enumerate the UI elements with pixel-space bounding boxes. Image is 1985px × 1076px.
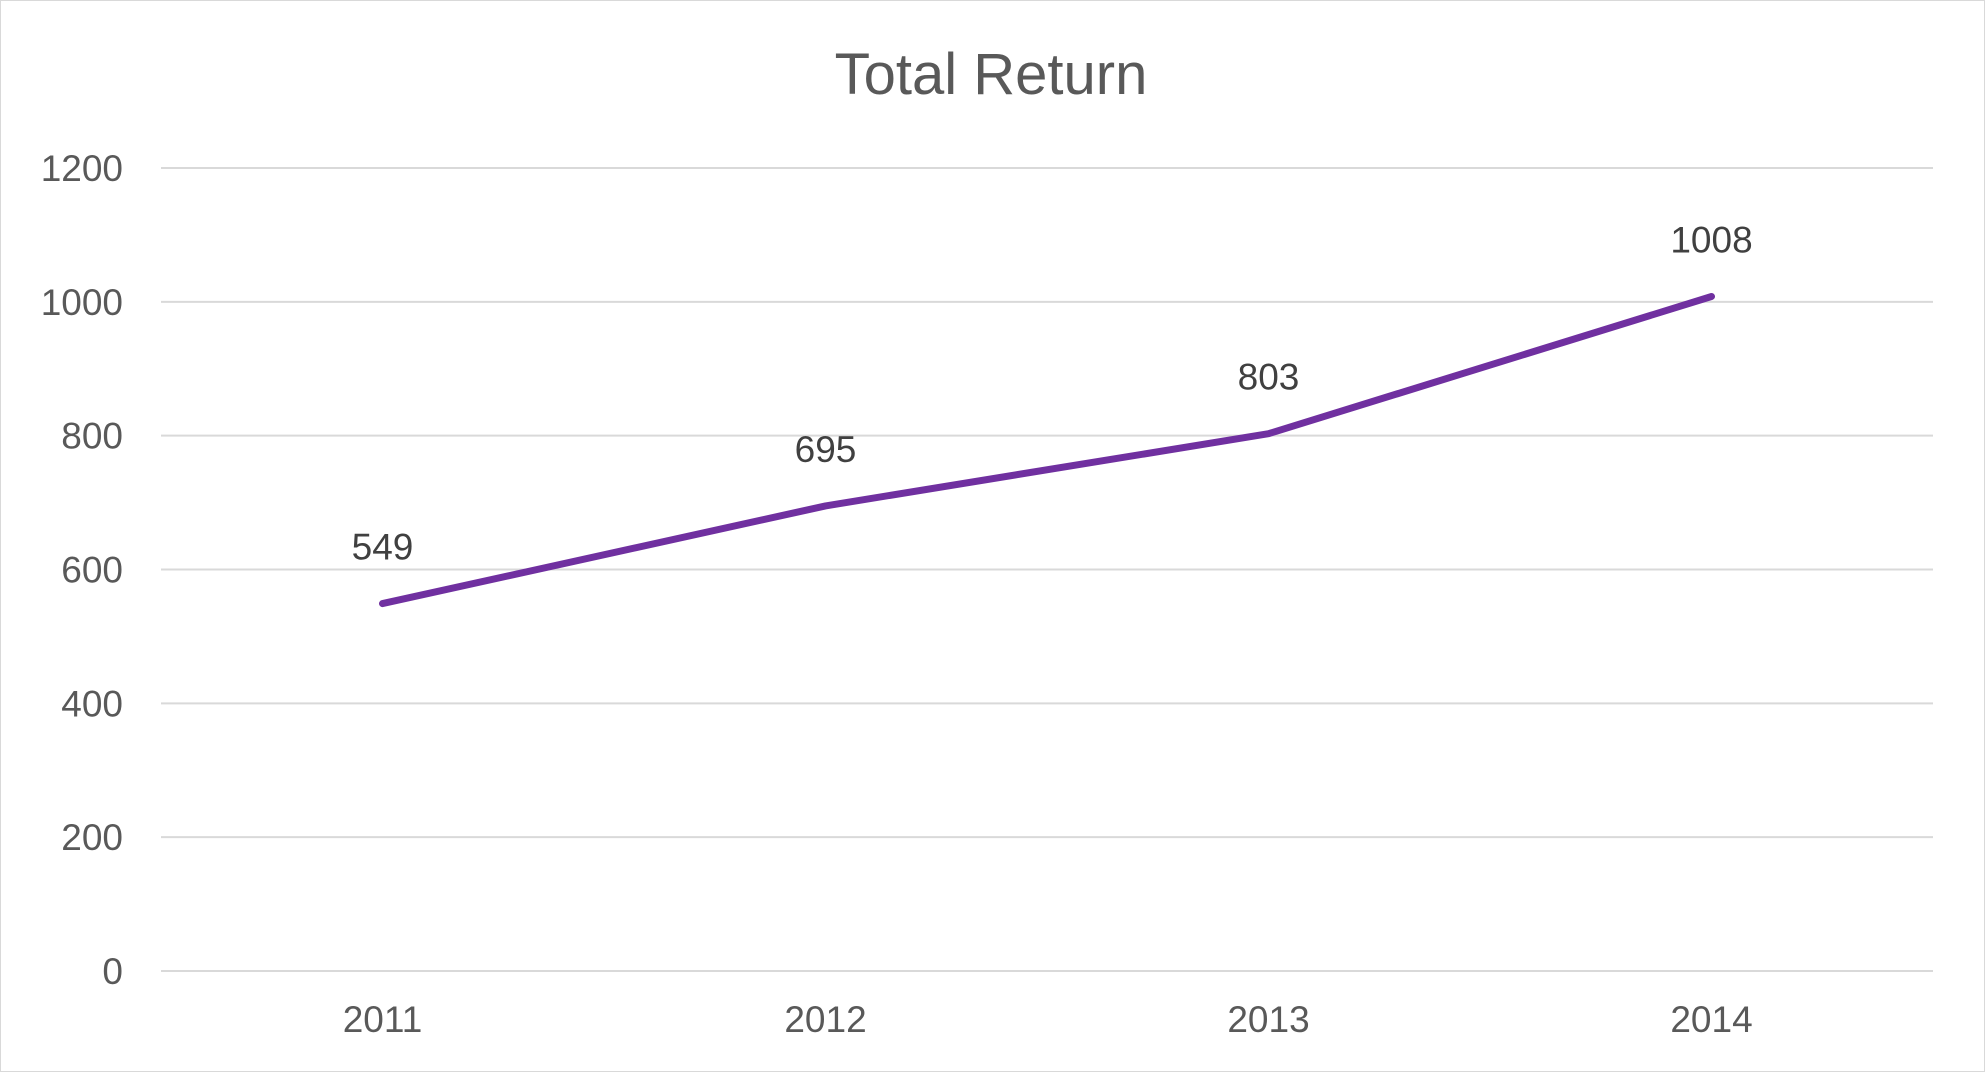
x-tick-label-2012: 2012 bbox=[784, 999, 866, 1040]
series-layer bbox=[379, 293, 1715, 608]
data-labels: 549 695 803 1008 bbox=[352, 219, 1753, 567]
y-tick-label-800: 800 bbox=[61, 416, 123, 457]
data-label-2012: 695 bbox=[795, 429, 857, 470]
gridlines bbox=[161, 167, 1933, 972]
x-tick-label-2013: 2013 bbox=[1227, 999, 1309, 1040]
series-line bbox=[379, 293, 1715, 608]
y-axis-ticks: 0 200 400 600 800 1000 1200 bbox=[41, 148, 123, 992]
y-tick-label-400: 400 bbox=[61, 683, 123, 724]
data-label-2013: 803 bbox=[1238, 357, 1300, 398]
data-label-2011: 549 bbox=[352, 527, 414, 568]
chart-title: Total Return bbox=[835, 42, 1148, 107]
y-tick-label-0: 0 bbox=[102, 951, 123, 992]
x-tick-label-2011: 2011 bbox=[343, 999, 423, 1040]
y-tick-label-1000: 1000 bbox=[41, 282, 123, 323]
x-axis-ticks: 2011 2012 2013 2014 bbox=[343, 999, 1753, 1040]
x-tick-label-2014: 2014 bbox=[1670, 999, 1752, 1040]
data-label-2014: 1008 bbox=[1670, 219, 1752, 260]
y-tick-label-200: 200 bbox=[61, 817, 123, 858]
y-tick-label-600: 600 bbox=[61, 550, 123, 591]
y-tick-label-1200: 1200 bbox=[41, 148, 123, 189]
